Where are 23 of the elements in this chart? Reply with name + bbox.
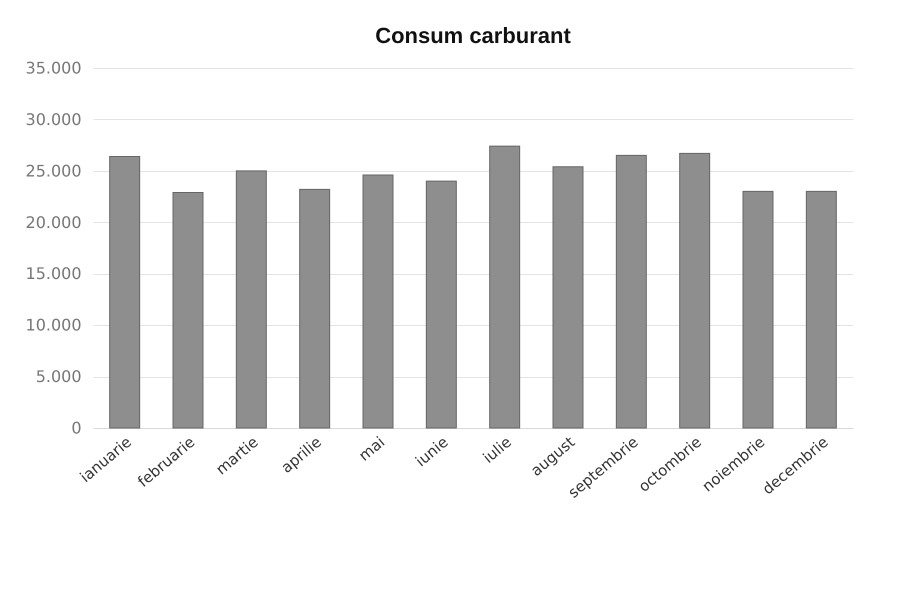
bar (806, 190, 837, 428)
bar (172, 192, 204, 428)
bar (552, 166, 584, 428)
bar (679, 152, 710, 428)
bar (236, 170, 267, 428)
bar (742, 190, 774, 428)
y-tick-label: 30.000 (26, 110, 82, 129)
bar (489, 146, 520, 428)
x-tick-label: mai (355, 432, 388, 465)
y-tick-label: 15.000 (26, 264, 82, 284)
y-tick-label: 20.000 (26, 212, 82, 232)
bar (362, 174, 394, 428)
y-tick-label: 10.000 (26, 316, 82, 335)
x-tick-label: iulie (479, 432, 515, 467)
bar (426, 180, 457, 428)
bar (616, 154, 647, 428)
y-tick-label: 5.000 (36, 367, 82, 386)
y-tick-label: 0 (71, 418, 82, 438)
bar (299, 188, 330, 428)
y-tick-label: 25.000 (26, 161, 82, 180)
bar (109, 156, 140, 428)
chart-title: Consum carburant (375, 23, 572, 48)
y-tick-label: 35.000 (26, 58, 82, 78)
